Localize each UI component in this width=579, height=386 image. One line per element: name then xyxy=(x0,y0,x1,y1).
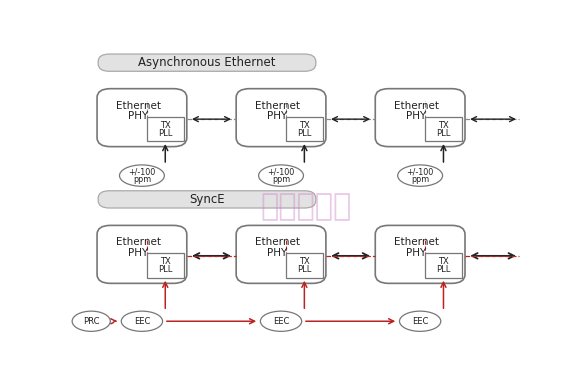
Ellipse shape xyxy=(121,311,163,331)
Text: TX: TX xyxy=(299,257,310,266)
Text: PRC: PRC xyxy=(83,317,100,326)
FancyBboxPatch shape xyxy=(375,225,465,283)
Bar xyxy=(425,117,462,141)
Text: Ethernet: Ethernet xyxy=(255,101,300,111)
Text: +/-100: +/-100 xyxy=(406,168,434,176)
Bar xyxy=(147,117,184,141)
Text: ppm: ppm xyxy=(133,175,151,184)
Text: 金洛鑫电子: 金洛鑫电子 xyxy=(260,192,351,221)
Bar xyxy=(425,254,462,278)
Ellipse shape xyxy=(398,165,442,186)
Text: TX: TX xyxy=(438,257,449,266)
Text: PLL: PLL xyxy=(437,265,450,274)
Text: PHY: PHY xyxy=(406,111,427,121)
Text: Ethernet: Ethernet xyxy=(116,237,161,247)
Text: +/-100: +/-100 xyxy=(267,168,295,176)
Text: Ethernet: Ethernet xyxy=(116,101,161,111)
Text: +/-100: +/-100 xyxy=(129,168,156,176)
Text: PHY: PHY xyxy=(128,111,148,121)
Text: TX: TX xyxy=(160,120,171,130)
FancyBboxPatch shape xyxy=(98,191,316,208)
Text: PLL: PLL xyxy=(297,265,312,274)
Text: PLL: PLL xyxy=(158,265,173,274)
Text: Ethernet: Ethernet xyxy=(394,101,439,111)
Text: EEC: EEC xyxy=(412,317,428,326)
FancyBboxPatch shape xyxy=(236,89,326,147)
Text: ppm: ppm xyxy=(272,175,290,184)
Text: PHY: PHY xyxy=(267,248,288,258)
Text: EEC: EEC xyxy=(134,317,150,326)
Text: TX: TX xyxy=(438,120,449,130)
Ellipse shape xyxy=(72,311,110,331)
Text: Ethernet: Ethernet xyxy=(255,237,300,247)
Text: EEC: EEC xyxy=(273,317,290,326)
FancyBboxPatch shape xyxy=(98,54,316,71)
FancyBboxPatch shape xyxy=(375,89,465,147)
Text: SyncE: SyncE xyxy=(189,193,225,206)
Ellipse shape xyxy=(259,165,303,186)
Text: PHY: PHY xyxy=(267,111,288,121)
Bar xyxy=(286,254,323,278)
Text: TX: TX xyxy=(299,120,310,130)
Text: Ethernet: Ethernet xyxy=(394,237,439,247)
Text: PHY: PHY xyxy=(128,248,148,258)
Bar xyxy=(147,254,184,278)
Text: Asynchronous Ethernet: Asynchronous Ethernet xyxy=(138,56,276,69)
Text: PLL: PLL xyxy=(437,129,450,137)
Ellipse shape xyxy=(261,311,302,331)
FancyBboxPatch shape xyxy=(236,225,326,283)
FancyBboxPatch shape xyxy=(97,225,187,283)
Text: PHY: PHY xyxy=(406,248,427,258)
Ellipse shape xyxy=(119,165,164,186)
Ellipse shape xyxy=(400,311,441,331)
Text: ppm: ppm xyxy=(411,175,429,184)
Text: PLL: PLL xyxy=(158,129,173,137)
Text: PLL: PLL xyxy=(297,129,312,137)
Bar xyxy=(286,117,323,141)
FancyBboxPatch shape xyxy=(97,89,187,147)
Text: TX: TX xyxy=(160,257,171,266)
